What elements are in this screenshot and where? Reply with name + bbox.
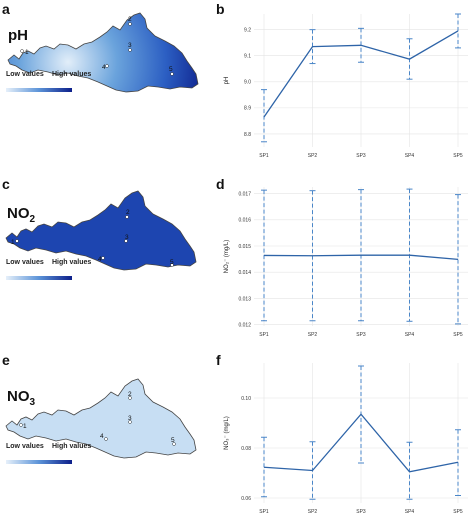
chart-ph: 8.8 8.9 9.0 9.1 9.2 SP1 SP2 SP3 SP4 SP5 pH [224, 13, 468, 159]
map-ph: pH 1 2 3 4 5 Low values High values [6, 12, 199, 93]
sampling-point-marker [128, 22, 132, 26]
x-tick-label: SP2 [308, 509, 318, 515]
y-axis-label: NO₃⁻ (mg/L) [224, 416, 230, 450]
x-tick-label: SP4 [405, 509, 415, 515]
x-tick-label: SP2 [308, 153, 318, 159]
y-tick-label: 9.1 [244, 54, 251, 60]
sampling-point-marker [128, 48, 132, 52]
sampling-point-marker [124, 239, 128, 243]
y-tick-label: 9.2 [244, 27, 251, 33]
map-no2: NO2 1 2 3 4 5 Low values High values [5, 190, 197, 280]
y-tick-label: 0.014 [238, 270, 251, 276]
y-tick-label: 0.10 [241, 396, 251, 402]
sampling-point-label: 2 [126, 209, 130, 216]
sampling-point-marker [105, 64, 109, 68]
panel-label-b: b [216, 1, 225, 17]
x-tick-label: SP3 [356, 153, 366, 159]
panel-label-f: f [216, 352, 221, 368]
y-tick-label: 9.0 [244, 80, 251, 86]
sampling-point-marker [170, 263, 174, 267]
y-tick-label: 0.012 [238, 322, 251, 328]
x-tick-label: SP2 [308, 332, 318, 338]
map-no2-points: 1 2 3 4 5 [11, 209, 174, 267]
map-ph-legend: Low values High values [6, 71, 91, 92]
y-axis-label: NO₂⁻ (mg/L) [224, 240, 230, 274]
x-tick-label: SP1 [259, 153, 269, 159]
sampling-point-label: 4 [102, 64, 106, 71]
legend-low-label: Low values [6, 71, 44, 78]
sampling-point-label: 4 [100, 433, 104, 440]
x-tick-label: SP5 [453, 509, 463, 515]
sampling-point-label: 3 [128, 415, 132, 422]
series-line [263, 413, 459, 473]
map-no3: NO3 1 2 3 4 5 Low values High values [5, 378, 197, 464]
y-tick-label: 0.017 [238, 191, 251, 197]
sampling-point-label: 2 [128, 16, 132, 23]
sampling-point-marker [128, 420, 132, 424]
map-ph-shape [7, 12, 199, 93]
legend-high-label: High values [52, 259, 91, 266]
sampling-point-marker [101, 256, 105, 260]
x-tick-label: SP1 [259, 332, 269, 338]
legend-color-bar [6, 460, 72, 464]
map-no2-legend: Low values High values [6, 259, 91, 280]
x-tick-label: SP3 [356, 509, 366, 515]
x-tick-label: SP3 [356, 332, 366, 338]
sampling-point-label: 4 [98, 256, 102, 263]
map-no2-title: NO2 [7, 205, 36, 225]
legend-color-bar [6, 276, 72, 280]
map-ph-points: 1 2 3 4 5 [20, 16, 174, 76]
y-tick-label: 0.013 [238, 296, 251, 302]
series-line [263, 30, 459, 118]
sampling-point-label: 5 [171, 437, 175, 444]
chart-no2: 0.012 0.013 0.014 0.015 0.016 0.017 SP1 SP2 SP3 S… [224, 187, 468, 338]
sampling-point-label: 3 [125, 234, 129, 241]
legend-low-label: Low values [6, 259, 44, 266]
sampling-point-marker [104, 437, 108, 441]
sampling-point-marker [15, 239, 19, 243]
sampling-point-marker [19, 423, 23, 427]
legend-high-label: High values [52, 71, 91, 78]
y-tick-label: 0.06 [241, 496, 251, 502]
y-axis-label: pH [224, 77, 230, 85]
sampling-point-label: 5 [169, 66, 173, 73]
y-tick-label: 0.016 [238, 218, 251, 224]
sampling-point-label: 3 [128, 42, 132, 49]
panel-label-e: e [2, 352, 10, 368]
y-tick-label: 8.9 [244, 106, 251, 112]
x-tick-label: SP5 [453, 153, 463, 159]
y-tick-label: 8.8 [244, 132, 251, 138]
panel-letters: a b c d e f [2, 1, 225, 368]
y-tick-label: 0.08 [241, 446, 251, 452]
x-tick-label: SP4 [405, 153, 415, 159]
sampling-point-marker [172, 442, 176, 446]
panel-label-c: c [2, 176, 10, 192]
y-tick-label: 0.015 [238, 244, 251, 250]
map-no3-legend: Low values High values [6, 443, 91, 464]
sampling-point-label: 2 [128, 391, 132, 398]
panel-label-d: d [216, 176, 225, 192]
x-tick-label: SP5 [453, 332, 463, 338]
chart-no3: 0.06 0.08 0.10 SP1 SP2 SP3 SP4 SP5 NO₃⁻ (mg/L) [224, 363, 468, 515]
legend-color-bar [6, 88, 72, 92]
series-line [263, 254, 459, 261]
map-no3-title: NO3 [7, 388, 36, 408]
sampling-point-label: 1 [25, 49, 29, 56]
sampling-point-label: 1 [23, 423, 27, 430]
panel-label-a: a [2, 1, 10, 17]
sampling-point-label: 1 [11, 239, 15, 246]
map-no3-points: 1 2 3 4 5 [19, 391, 176, 446]
x-tick-label: SP4 [405, 332, 415, 338]
sampling-point-marker [170, 72, 174, 76]
legend-low-label: Low values [6, 443, 44, 450]
sampling-point-marker [20, 49, 24, 53]
map-ph-title: pH [8, 27, 28, 44]
sampling-point-marker [128, 396, 132, 400]
sampling-point-label: 5 [170, 259, 174, 266]
x-tick-label: SP1 [259, 509, 269, 515]
sampling-point-marker [125, 215, 129, 219]
legend-high-label: High values [52, 443, 91, 450]
